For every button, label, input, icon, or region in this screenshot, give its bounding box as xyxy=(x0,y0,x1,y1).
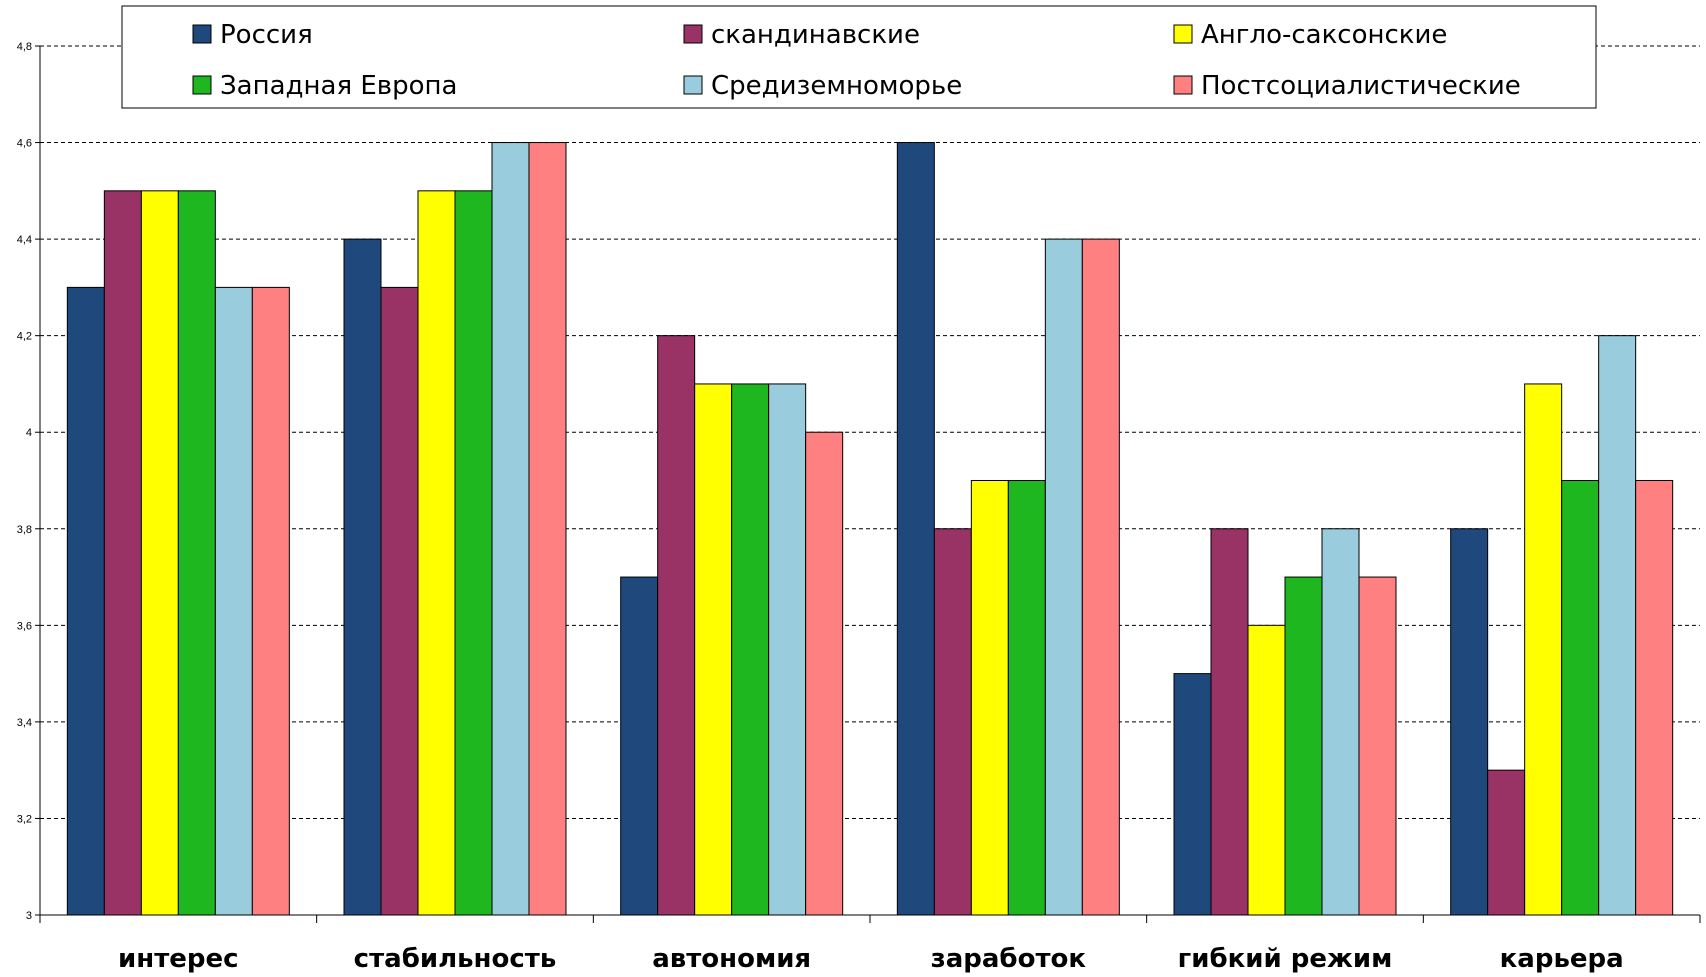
legend-swatch xyxy=(683,75,703,95)
bar xyxy=(177,190,216,916)
legend: Россия скандинавские Англо-саксонские Запад… xyxy=(121,5,1597,109)
bar xyxy=(1598,335,1637,916)
bar xyxy=(1081,238,1120,916)
bar xyxy=(343,238,382,916)
y-tick-label: 3,4 xyxy=(17,717,32,729)
y-tick-label: 3,2 xyxy=(17,813,32,825)
legend-box xyxy=(121,5,1597,109)
legend-swatch xyxy=(1173,75,1193,95)
bar xyxy=(491,142,530,916)
legend-label: Англо-саксонские xyxy=(1201,20,1447,50)
bar xyxy=(896,142,935,916)
bar xyxy=(103,190,142,916)
bar xyxy=(1247,624,1286,916)
legend-swatch xyxy=(1173,24,1193,44)
legend-label: Средиземноморье xyxy=(711,71,962,101)
bar xyxy=(251,286,290,916)
bar xyxy=(1210,528,1249,916)
bar xyxy=(214,286,253,916)
legend-swatch xyxy=(192,24,212,44)
bar xyxy=(1173,673,1212,916)
bar xyxy=(417,190,456,916)
y-tick-label: 3 xyxy=(26,910,32,922)
axes: 3 3,2 3,4 3,6 3,8 4 4,2 4,4 4,6 4,8 интерес стабиль… xyxy=(17,41,1701,974)
bar xyxy=(731,383,770,916)
legend-label: Россия xyxy=(220,20,313,50)
bar xyxy=(1635,480,1674,916)
legend-swatch xyxy=(683,24,703,44)
x-tick-label: заработок xyxy=(931,944,1087,974)
bar xyxy=(1321,528,1360,916)
y-tick-label: 4,8 xyxy=(17,41,32,53)
bar xyxy=(620,576,659,916)
legend-label: Постсоциалистические xyxy=(1201,71,1521,101)
legend-label: Западная Европа xyxy=(220,71,457,101)
bar xyxy=(694,383,733,916)
bar xyxy=(768,383,807,916)
bar xyxy=(454,190,493,916)
bar xyxy=(1007,480,1046,916)
bar xyxy=(1487,769,1526,916)
bar xyxy=(1450,528,1489,916)
legend-label: скандинавские xyxy=(711,20,920,50)
y-tick-label: 4 xyxy=(26,427,32,439)
x-tick-label: гибкий режим xyxy=(1178,944,1393,974)
bar xyxy=(1524,383,1563,916)
y-tick-label: 4,4 xyxy=(17,234,32,246)
y-tick-label: 3,6 xyxy=(17,620,32,632)
bar xyxy=(528,142,567,916)
bar xyxy=(66,286,105,916)
x-tick-label: карьера xyxy=(1500,944,1624,974)
x-tick-label: автономия xyxy=(652,944,811,974)
bar xyxy=(140,190,179,916)
x-tick-label: интерес xyxy=(118,944,239,974)
bar xyxy=(1358,576,1397,916)
bar xyxy=(933,528,972,916)
bar xyxy=(657,335,696,916)
bar xyxy=(380,286,419,916)
bar xyxy=(1561,480,1600,916)
x-tick-label: стабильность xyxy=(354,944,557,974)
legend-swatch xyxy=(192,75,212,95)
bar xyxy=(970,480,1009,916)
bars xyxy=(66,142,1674,916)
y-tick-label: 3,8 xyxy=(17,524,32,536)
y-tick-label: 4,2 xyxy=(17,331,32,343)
bar xyxy=(805,431,844,916)
y-tick-label: 4,6 xyxy=(17,138,32,150)
bar xyxy=(1284,576,1323,916)
bar xyxy=(1044,238,1083,916)
